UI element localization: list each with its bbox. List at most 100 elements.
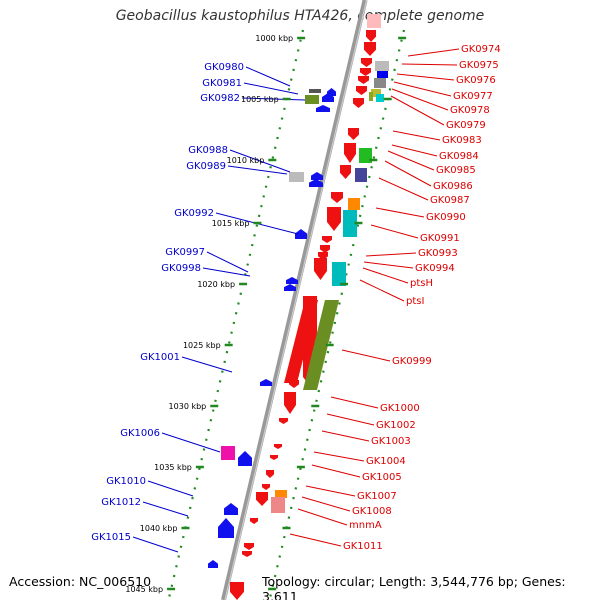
forward-gene-arrow[interactable] xyxy=(260,379,272,386)
genome-title: Geobacillus kaustophilus HTA426, complet… xyxy=(115,8,485,24)
forward-gene-arrow[interactable] xyxy=(322,93,334,102)
gene-label-mnma[interactable]: mnmA xyxy=(349,520,382,531)
gene-label-gk0992[interactable]: GK0992 xyxy=(174,208,214,219)
gene-label-gk0985[interactable]: GK0985 xyxy=(436,165,476,176)
reverse-gene-arrow[interactable] xyxy=(262,484,270,490)
gene-box[interactable] xyxy=(369,92,373,101)
reverse-gene-arrow[interactable] xyxy=(256,492,268,506)
gene-label-gk0980[interactable]: GK0980 xyxy=(204,62,244,73)
gene-label-gk0994[interactable]: GK0994 xyxy=(415,263,455,274)
gene-box[interactable] xyxy=(375,61,389,71)
forward-gene-arrow[interactable] xyxy=(286,277,298,284)
gene-label-gk1006[interactable]: GK1006 xyxy=(120,428,160,439)
reverse-gene-arrow[interactable] xyxy=(242,551,252,557)
gene-label-ptsh[interactable]: ptsH xyxy=(410,278,433,289)
gene-ptsI-arrow[interactable] xyxy=(284,300,318,383)
reverse-gene-arrow[interactable] xyxy=(244,543,254,550)
gene-box[interactable] xyxy=(343,210,357,237)
forward-gene-arrow[interactable] xyxy=(208,560,218,568)
gene-label-gk0974[interactable]: GK0974 xyxy=(461,44,501,55)
gene-box[interactable] xyxy=(371,89,381,97)
gene-label-gk0984[interactable]: GK0984 xyxy=(439,151,479,162)
gene-box[interactable] xyxy=(359,148,372,163)
reverse-gene-arrow[interactable] xyxy=(284,392,296,414)
reverse-gene-arrow[interactable] xyxy=(360,68,371,76)
gene-box[interactable] xyxy=(305,95,319,104)
gene-label-gk1015[interactable]: GK1015 xyxy=(91,532,131,543)
gene-label-gk0987[interactable]: GK0987 xyxy=(430,195,470,206)
reverse-gene-arrow[interactable] xyxy=(327,207,341,231)
gene-gk0999-box[interactable] xyxy=(303,300,339,390)
gene-label-gk1003[interactable]: GK1003 xyxy=(371,436,411,447)
gene-label-gk1004[interactable]: GK1004 xyxy=(366,456,406,467)
gene-box[interactable] xyxy=(275,490,287,498)
gene-box[interactable] xyxy=(348,198,360,210)
gene-label-gk0989[interactable]: GK0989 xyxy=(186,161,226,172)
gene-box[interactable] xyxy=(309,89,321,93)
reverse-gene-arrow[interactable] xyxy=(274,444,282,449)
gene-label-gk1012[interactable]: GK1012 xyxy=(101,497,141,508)
gene-label-gk1010[interactable]: GK1010 xyxy=(106,476,146,487)
gene-label-gk0977[interactable]: GK0977 xyxy=(453,91,493,102)
right-leader-line xyxy=(407,48,460,57)
gene-label-gk0975[interactable]: GK0975 xyxy=(459,60,499,71)
reverse-gene-arrow[interactable] xyxy=(320,245,330,253)
reverse-gene-arrow[interactable] xyxy=(344,143,356,163)
gene-box[interactable] xyxy=(374,78,386,88)
forward-gene-arrow[interactable] xyxy=(218,518,234,538)
gene-label-gk0998[interactable]: GK0998 xyxy=(161,263,201,274)
gene-label-gk1002[interactable]: GK1002 xyxy=(376,420,416,431)
gene-label-gk1011[interactable]: GK1011 xyxy=(343,541,383,552)
gene-label-gk0982[interactable]: GK0982 xyxy=(200,93,240,104)
reverse-gene-arrow[interactable] xyxy=(230,582,244,600)
forward-gene-arrow[interactable] xyxy=(311,172,323,180)
reverse-gene-arrow[interactable] xyxy=(361,58,372,67)
gene-label-gk0978[interactable]: GK0978 xyxy=(450,105,490,116)
reverse-gene-arrow[interactable] xyxy=(250,518,258,524)
gene-label-gk1007[interactable]: GK1007 xyxy=(357,491,397,502)
forward-gene-arrow[interactable] xyxy=(295,229,307,239)
gene-label-gk1008[interactable]: GK1008 xyxy=(352,506,392,517)
gene-label-gk0993[interactable]: GK0993 xyxy=(418,248,458,259)
gene-label-gk0981[interactable]: GK0981 xyxy=(202,78,242,89)
gene-label-gk1001[interactable]: GK1001 xyxy=(140,352,180,363)
gene-label-gk0988[interactable]: GK0988 xyxy=(188,145,228,156)
gene-box[interactable] xyxy=(367,14,381,28)
gene-label-gk1005[interactable]: GK1005 xyxy=(362,472,402,483)
forward-gene-arrow[interactable] xyxy=(284,284,296,291)
reverse-gene-arrow[interactable] xyxy=(353,98,364,108)
gene-label-gk1000[interactable]: GK1000 xyxy=(380,403,420,414)
gene-label-gk0997[interactable]: GK0997 xyxy=(165,247,205,258)
gene-box[interactable] xyxy=(355,168,367,182)
reverse-gene-arrow[interactable] xyxy=(279,418,288,424)
gene-label-gk0991[interactable]: GK0991 xyxy=(420,233,460,244)
reverse-gene-arrow[interactable] xyxy=(348,128,359,140)
gene-box[interactable] xyxy=(221,446,235,460)
reverse-gene-arrow[interactable] xyxy=(358,76,369,84)
forward-gene-arrow[interactable] xyxy=(238,451,252,466)
reverse-gene-arrow[interactable] xyxy=(270,455,278,460)
reverse-gene-arrow[interactable] xyxy=(364,42,376,56)
gene-label-gk0986[interactable]: GK0986 xyxy=(433,181,473,192)
gene-label-gk0976[interactable]: GK0976 xyxy=(456,75,496,86)
reverse-gene-arrow[interactable] xyxy=(340,165,351,179)
gene-label-gk0990[interactable]: GK0990 xyxy=(426,212,466,223)
reverse-gene-arrow[interactable] xyxy=(331,192,343,203)
gene-label-gk0983[interactable]: GK0983 xyxy=(442,135,482,146)
reverse-gene-arrow[interactable] xyxy=(366,30,376,42)
gene-box[interactable] xyxy=(271,497,285,513)
forward-gene-arrow[interactable] xyxy=(224,503,238,515)
reverse-gene-arrow[interactable] xyxy=(314,258,327,280)
forward-gene-arrow[interactable] xyxy=(316,105,330,112)
gene-box[interactable] xyxy=(332,262,346,286)
gene-label-gk0999[interactable]: GK0999 xyxy=(392,356,432,367)
gene-label-ptsi[interactable]: ptsI xyxy=(406,296,424,307)
gene-box[interactable] xyxy=(377,71,388,78)
reverse-gene-arrow[interactable] xyxy=(356,86,367,95)
reverse-gene-arrow[interactable] xyxy=(322,236,332,243)
gene-label-gk0979[interactable]: GK0979 xyxy=(446,120,486,131)
gene-box[interactable] xyxy=(376,94,384,102)
forward-gene-arrow[interactable] xyxy=(309,179,323,187)
gene-box[interactable] xyxy=(289,172,304,182)
reverse-gene-arrow[interactable] xyxy=(266,470,274,478)
